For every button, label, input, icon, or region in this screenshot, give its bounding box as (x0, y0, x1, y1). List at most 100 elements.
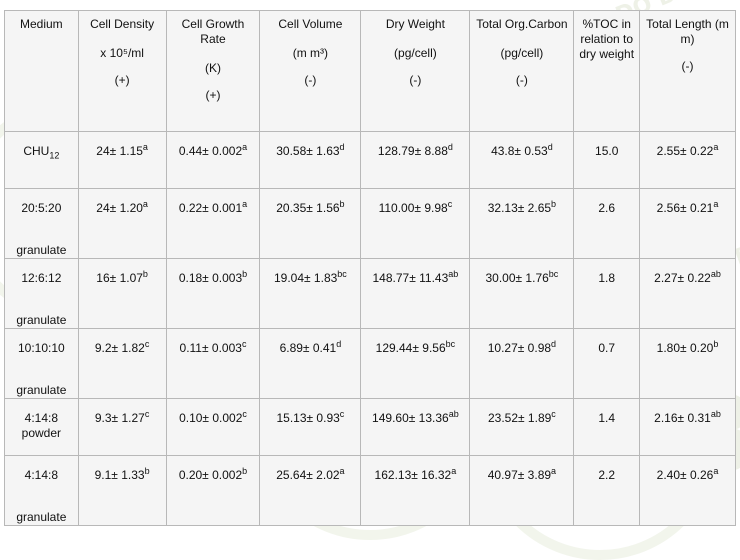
value-text: 9.1± 1.33 (94, 468, 145, 482)
significance-letter: b (242, 466, 248, 476)
value-cell: 0.44± 0.002a (166, 132, 260, 188)
value-text: 2.55± 0.22 (656, 144, 714, 158)
header-unit: (K) (204, 61, 221, 75)
significance-letter: c (144, 409, 150, 419)
significance-letter: a (142, 142, 148, 152)
significance-letter: d (336, 339, 342, 349)
header-unit: (m m³) (292, 46, 329, 60)
significance-letter: a (451, 466, 457, 476)
header-unit: (pg/cell) (394, 46, 437, 60)
significance-letter: c (447, 199, 453, 209)
value-text: 110.00± 9.98 (378, 201, 448, 215)
header-label: %TOC in relation to dry weight (579, 17, 635, 61)
value-text: 129.44± 9.56 (375, 341, 446, 355)
header-sign: (-) (409, 73, 422, 87)
significance-letter: a (242, 199, 248, 209)
value-cell: 162.13± 16.32a (361, 456, 470, 525)
value-cell: 1.4 (574, 399, 640, 455)
header-cell-density: Cell Density x 10⁵/ml (+) (78, 11, 166, 131)
significance-letter: ab (710, 409, 721, 419)
value-text: 19.04± 1.83 (273, 271, 338, 285)
value-text: 24± 1.20 (96, 201, 143, 215)
results-table: Medium Cell Density x 10⁵/ml (+) Cell Gr… (4, 10, 736, 526)
value-cell: 20.35± 1.56b (260, 189, 361, 258)
significance-letter: b (144, 466, 150, 476)
value-cell: 2.55± 0.22a (640, 132, 735, 188)
value-cell: 10.27± 0.98d (470, 329, 574, 398)
value-cell: 30.58± 1.63d (260, 132, 361, 188)
header-label: Cell Growth Rate (181, 17, 245, 46)
table-row: 12:6:12 granulate 16± 1.07b 0.18± 0.003b 19.… (5, 259, 735, 328)
value-text: 0.7 (598, 341, 616, 355)
value-text: 16± 1.07 (96, 271, 143, 285)
table-row: 20:5:20 granulate 24± 1.20a 0.22± 0.001a 20.… (5, 189, 735, 258)
table-body: CHU12 24± 1.15a 0.44± 0.002a 30.58± 1.63d 12… (5, 132, 735, 525)
significance-letter: d (551, 339, 557, 349)
value-cell: 30.00± 1.76bc (470, 259, 574, 328)
significance-letter: a (242, 142, 248, 152)
value-cell: 40.97± 3.89a (470, 456, 574, 525)
header-sign: (-) (515, 73, 528, 87)
header-medium-label: Medium (20, 17, 63, 31)
value-text: 1.8 (598, 271, 616, 285)
value-cell: 2.56± 0.21a (640, 189, 735, 258)
value-text: 2.16± 0.31 (654, 411, 711, 425)
value-cell: 2.16± 0.31ab (640, 399, 735, 455)
medium-form: granulate (16, 243, 67, 257)
header-toc-percent: %TOC in relation to dry weight (574, 11, 640, 131)
medium-name: 4:14:8 (24, 468, 59, 482)
value-cell: 1.80± 0.20b (640, 329, 735, 398)
significance-letter: a (339, 466, 345, 476)
value-text: 30.58± 1.63 (276, 144, 340, 158)
significance-letter: bc (548, 269, 559, 279)
value-cell: 0.11± 0.003c (166, 329, 260, 398)
value-text: 2.27± 0.22 (654, 271, 711, 285)
table-row: 4:14:8 granulate 9.1± 1.33b 0.20± 0.002b 25.… (5, 456, 735, 525)
value-cell: 149.60± 13.36ab (361, 399, 470, 455)
significance-letter: c (241, 339, 247, 349)
table-row: 4:14:8 powder 9.3± 1.27c 0.10± 0.002c 15.13±… (5, 399, 735, 455)
value-text: 43.8± 0.53 (491, 144, 548, 158)
value-text: 30.00± 1.76 (485, 271, 549, 285)
medium-cell: 10:10:10 granulate (5, 329, 78, 398)
value-text: 0.10± 0.002 (179, 411, 243, 425)
value-cell: 19.04± 1.83bc (260, 259, 361, 328)
header-unit: (pg/cell) (500, 46, 544, 60)
header-row: Medium Cell Density x 10⁵/ml (+) Cell Gr… (5, 11, 735, 131)
significance-letter: ab (448, 269, 459, 279)
table-row: CHU12 24± 1.15a 0.44± 0.002a 30.58± 1.63d 12… (5, 132, 735, 188)
value-text: 1.80± 0.20 (656, 341, 714, 355)
header-label: Cell Density (90, 17, 155, 31)
value-cell: 1.8 (574, 259, 640, 328)
value-text: 2.40± 0.26 (656, 468, 714, 482)
significance-letter: a (142, 199, 148, 209)
value-cell: 15.0 (574, 132, 640, 188)
value-cell: 32.13± 2.65b (470, 189, 574, 258)
value-text: 15.0 (595, 144, 619, 158)
significance-letter: b (713, 339, 719, 349)
value-text: 0.22± 0.001 (178, 201, 243, 215)
header-label: Total Org.Carbon (476, 17, 568, 31)
value-cell: 128.79± 8.88d (361, 132, 470, 188)
medium-name: CHU (23, 144, 50, 158)
value-text: 149.60± 13.36 (372, 411, 449, 425)
medium-form: granulate (16, 383, 67, 397)
significance-letter: a (713, 466, 719, 476)
significance-letter: c (242, 409, 247, 419)
significance-letter: c (339, 409, 345, 419)
value-cell: 25.64± 2.02a (260, 456, 361, 525)
value-text: 32.13± 2.65 (487, 201, 552, 215)
significance-letter: b (551, 199, 557, 209)
value-text: 23.52± 1.89 (487, 411, 552, 425)
value-text: 0.11± 0.003 (179, 341, 242, 355)
value-cell: 24± 1.20a (78, 189, 166, 258)
header-sign: (+) (114, 73, 130, 87)
medium-cell: 4:14:8 granulate (5, 456, 78, 525)
significance-letter: b (142, 269, 148, 279)
medium-form: granulate (16, 510, 67, 524)
value-cell: 9.2± 1.82c (78, 329, 166, 398)
significance-letter: ab (448, 409, 459, 419)
value-text: 25.64± 2.02 (276, 468, 340, 482)
value-cell: 9.1± 1.33b (78, 456, 166, 525)
